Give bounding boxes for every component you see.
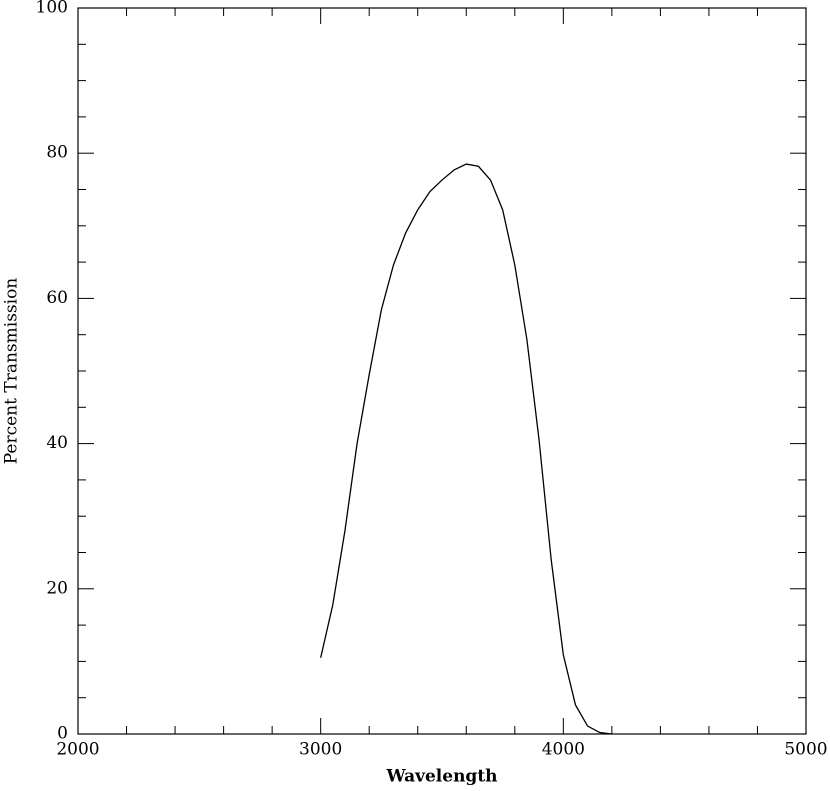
y-tick-label: 40 bbox=[46, 433, 68, 453]
line bbox=[320, 163, 612, 735]
x-axis-label: Wavelength bbox=[385, 767, 497, 787]
x-tick-label: 5000 bbox=[784, 740, 827, 760]
x-tick-label: 3000 bbox=[299, 740, 342, 760]
x-tick-label: 4000 bbox=[542, 740, 585, 760]
y-tick-label: 0 bbox=[57, 724, 68, 744]
y-tick-label: 20 bbox=[46, 578, 68, 598]
y-tick-label: 80 bbox=[46, 143, 68, 163]
x-tick-label: 2000 bbox=[56, 740, 99, 760]
y-tick-label: 60 bbox=[46, 288, 68, 308]
y-axis-label: Percent Transmission bbox=[2, 278, 22, 465]
y-tick-label: 100 bbox=[36, 0, 68, 18]
plot-frame bbox=[77, 7, 807, 735]
